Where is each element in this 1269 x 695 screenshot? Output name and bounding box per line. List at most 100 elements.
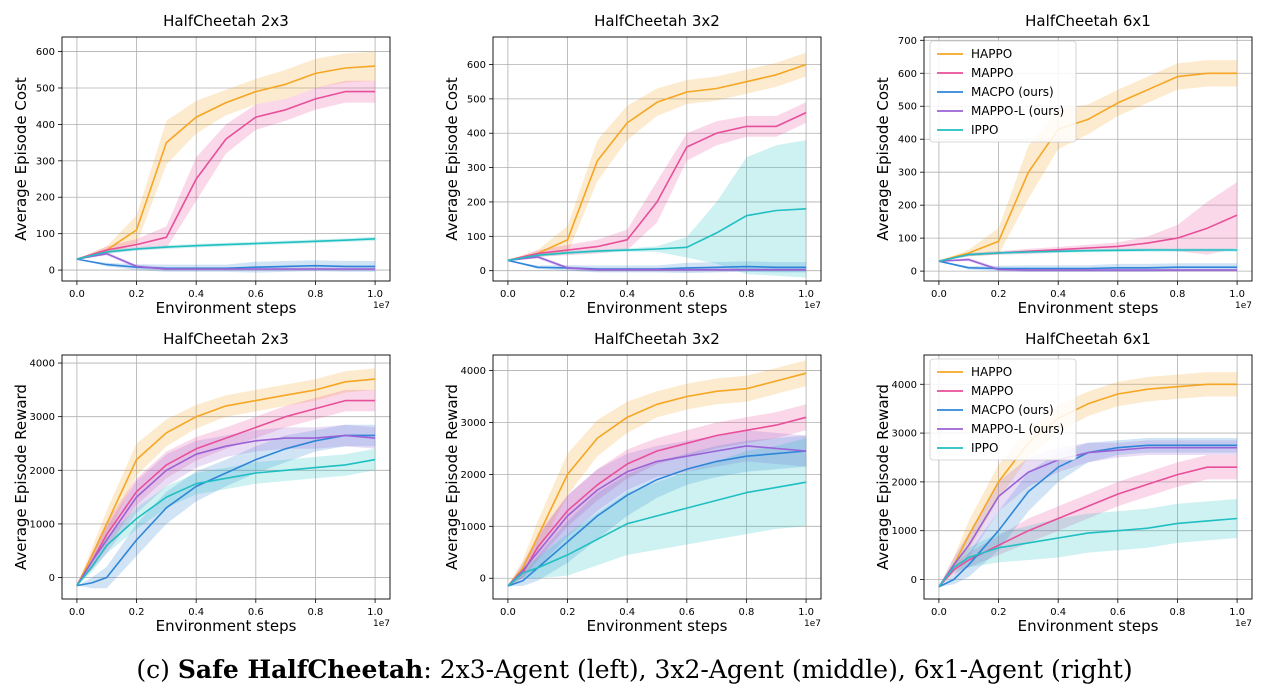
y-tick-label: 0 bbox=[911, 267, 917, 278]
series-line-macpo-ours- bbox=[938, 260, 1238, 270]
series-band-macpo-ours- bbox=[938, 438, 1238, 587]
y-tick-label: 100 bbox=[467, 232, 486, 243]
series-band-ippo bbox=[507, 140, 807, 278]
plot-frame bbox=[61, 354, 391, 600]
y-axis-label: Average Episode Reward bbox=[443, 384, 461, 570]
series-line-mappo-l-ours- bbox=[938, 258, 1238, 271]
series-line-ippo bbox=[507, 481, 807, 587]
x-tick-label: 0.0 bbox=[69, 289, 85, 300]
series-band-mappo bbox=[938, 182, 1238, 262]
legend-label: MAPPO-L (ours) bbox=[971, 104, 1064, 118]
series-band-mappo-l-ours- bbox=[76, 424, 376, 586]
series-line-mappo-l-ours- bbox=[76, 434, 376, 587]
y-tick-label: 300 bbox=[467, 163, 486, 174]
y-tick-label: 0 bbox=[49, 266, 55, 277]
y-tick-label: 2000 bbox=[30, 466, 55, 477]
series-line-mappo bbox=[76, 90, 376, 260]
y-tick-label: 400 bbox=[467, 129, 486, 140]
y-tick-label: 100 bbox=[36, 229, 55, 240]
series-band-happo bbox=[507, 52, 807, 261]
y-tick-label: 1000 bbox=[30, 519, 55, 530]
series-line-mappo bbox=[76, 399, 376, 587]
figure-caption: (c) Safe HalfCheetah: 2x3-Agent (left), … bbox=[0, 650, 1269, 690]
series-line-mappo bbox=[938, 466, 1238, 588]
legend-label: MACPO (ours) bbox=[971, 403, 1054, 417]
x-tick-label: 0.8 bbox=[308, 289, 324, 300]
series-line-happo bbox=[507, 63, 807, 262]
series-line-ippo bbox=[76, 238, 376, 260]
series-line-happo bbox=[76, 378, 376, 586]
x-tick-label: 0.2 bbox=[560, 607, 576, 618]
x-tick-label: 0.6 bbox=[248, 607, 264, 618]
series-line-macpo-ours- bbox=[76, 434, 376, 587]
legend: HAPPO MAPPO MACPO (ours) MAPPO-L (ours) IPPO bbox=[929, 40, 1077, 143]
y-tick-label: 300 bbox=[898, 168, 917, 179]
series-band-macpo-ours- bbox=[76, 424, 376, 589]
legend-label: MAPPO-L (ours) bbox=[971, 422, 1064, 436]
y-tick-label: 2000 bbox=[892, 477, 917, 488]
x-tick-label: 0.2 bbox=[129, 289, 145, 300]
y-tick-label: 600 bbox=[898, 69, 917, 80]
x-axis-label: Environment steps bbox=[156, 299, 297, 317]
y-tick-label: 200 bbox=[467, 197, 486, 208]
x-tick-label: 0.4 bbox=[188, 607, 204, 618]
y-tick-label: 500 bbox=[467, 94, 486, 105]
x-exponent-label: 1e7 bbox=[1235, 301, 1252, 311]
legend-label: HAPPO bbox=[971, 365, 1012, 379]
y-axis-label: Average Episode Reward bbox=[12, 384, 30, 570]
series-line-ippo bbox=[507, 208, 807, 262]
plot-area bbox=[76, 51, 376, 273]
legend: HAPPO MAPPO MACPO (ours) MAPPO-L (ours) IPPO bbox=[929, 358, 1077, 461]
series-band-happo bbox=[938, 60, 1238, 262]
y-tick-label: 4000 bbox=[461, 366, 486, 377]
x-tick-label: 0.8 bbox=[1170, 289, 1186, 300]
y-tick-label: 1000 bbox=[461, 522, 486, 533]
series-band-mappo bbox=[76, 389, 376, 586]
caption-bold: Safe HalfCheetah bbox=[177, 655, 424, 684]
plot-frame bbox=[492, 36, 822, 282]
chart-title: HalfCheetah 3x2 bbox=[594, 330, 720, 348]
plot-frame bbox=[923, 36, 1253, 282]
series-band-ippo bbox=[938, 499, 1238, 587]
plot-area bbox=[938, 372, 1238, 588]
series-line-happo bbox=[507, 372, 807, 587]
series-band-happo bbox=[76, 51, 376, 260]
series-line-mappo-l-ours- bbox=[507, 445, 807, 587]
chart-panel-1: 0.0 0.2 0.4 0.6 0.8 1.0 0 100 200 300 400 500 600 1e7… bbox=[12, 12, 391, 317]
x-tick-label: 0.8 bbox=[739, 289, 755, 300]
series-line-macpo-ours- bbox=[507, 450, 807, 587]
y-tick-label: 3000 bbox=[892, 429, 917, 440]
x-tick-label: 1.0 bbox=[1229, 289, 1245, 300]
x-exponent-label: 1e7 bbox=[804, 619, 821, 629]
chart-title: HalfCheetah 2x3 bbox=[163, 330, 289, 348]
x-exponent-label: 1e7 bbox=[1235, 619, 1252, 629]
x-tick-label: 0.4 bbox=[1050, 289, 1066, 300]
x-tick-label: 0.4 bbox=[619, 607, 635, 618]
x-tick-label: 0.2 bbox=[560, 289, 576, 300]
y-tick-label: 200 bbox=[898, 201, 917, 212]
series-line-ippo bbox=[938, 517, 1238, 588]
chart-title: HalfCheetah 6x1 bbox=[1025, 12, 1151, 30]
series-line-happo bbox=[938, 72, 1238, 262]
x-tick-label: 0.4 bbox=[1050, 607, 1066, 618]
series-line-ippo bbox=[938, 249, 1238, 262]
x-tick-label: 0.6 bbox=[679, 607, 695, 618]
plot-frame bbox=[492, 354, 822, 600]
y-tick-label: 100 bbox=[898, 234, 917, 245]
series-band-mappo bbox=[938, 455, 1238, 587]
x-axis-label: Environment steps bbox=[587, 299, 728, 317]
series-band-happo bbox=[938, 372, 1238, 587]
x-axis-label: Environment steps bbox=[587, 617, 728, 635]
x-tick-label: 1.0 bbox=[798, 607, 814, 618]
x-axis-label: Environment steps bbox=[1018, 299, 1159, 317]
series-band-mappo-l-ours- bbox=[938, 440, 1238, 587]
y-tick-label: 600 bbox=[36, 47, 55, 58]
series-band-mappo bbox=[507, 102, 807, 261]
y-tick-label: 1000 bbox=[892, 526, 917, 537]
series-band-macpo-ours- bbox=[507, 435, 807, 586]
chart-panel-2: 0.0 0.2 0.4 0.6 0.8 1.0 0 100 200 300 400 500 600 1e7… bbox=[443, 12, 822, 317]
series-band-ippo bbox=[76, 448, 376, 586]
legend-label: MACPO (ours) bbox=[971, 85, 1054, 99]
x-tick-label: 0.8 bbox=[739, 607, 755, 618]
x-tick-label: 1.0 bbox=[367, 289, 383, 300]
